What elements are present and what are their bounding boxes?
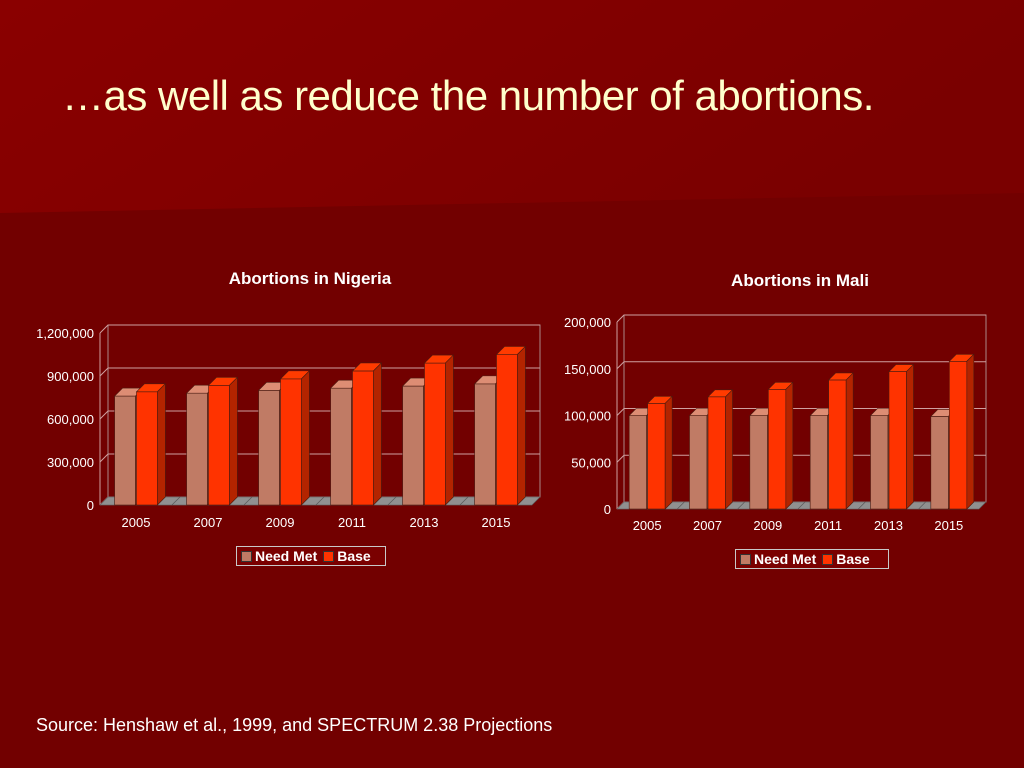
bar-front — [707, 396, 726, 510]
legend-item-need-met: Need Met — [241, 548, 317, 564]
bar-front — [930, 416, 949, 510]
x-tick-label: 2013 — [410, 515, 439, 530]
base-swatch — [822, 553, 834, 565]
x-tick-label: 2005 — [633, 518, 662, 533]
bar-base — [646, 395, 673, 510]
mali-chart-legend: Need Met Base — [735, 549, 889, 569]
y-tick-label: 1,200,000 — [36, 326, 94, 341]
legend-label-base: Base — [337, 548, 371, 564]
x-tick-label: 2013 — [874, 518, 903, 533]
x-tick-label: 2011 — [338, 515, 366, 530]
bar-front — [809, 415, 828, 510]
nigeria-chart-legend: Need Met Base — [236, 546, 386, 566]
x-tick-label: 2011 — [814, 518, 842, 533]
gridline-side — [99, 410, 109, 420]
y-tick-label: 150,000 — [564, 362, 611, 377]
gridline-side — [99, 324, 109, 334]
bar-side — [725, 389, 733, 510]
x-tick-label: 2007 — [194, 515, 223, 530]
bar-side — [906, 363, 914, 510]
mali-chart-title: Abortions in Mali — [731, 271, 869, 290]
gridline-side — [616, 454, 625, 463]
legend-label-need-met: Need Met — [255, 548, 318, 564]
gridline-side — [99, 453, 109, 463]
gridline-side — [616, 314, 625, 323]
bar-base — [423, 354, 455, 506]
bar-front — [749, 415, 768, 510]
bar-front — [888, 371, 907, 510]
bar-front — [628, 415, 647, 510]
bar-side — [301, 370, 310, 506]
legend-item-base: Base — [323, 548, 371, 564]
bar-base — [767, 381, 794, 510]
bar-side — [229, 376, 238, 506]
bar-side — [966, 353, 975, 510]
bar-base — [135, 383, 167, 506]
gridline-side — [99, 367, 109, 377]
bar-front — [828, 379, 847, 510]
x-tick-label: 2005 — [122, 515, 151, 530]
bar-side — [157, 383, 166, 506]
source-citation: Source: Henshaw et al., 1999, and SPECTR… — [36, 715, 553, 735]
bar-base — [207, 376, 239, 506]
bar-front — [647, 403, 666, 510]
bar-front — [768, 389, 787, 510]
bar-base — [707, 389, 734, 510]
bar-side — [845, 372, 854, 510]
bar-side — [785, 381, 794, 510]
y-tick-label: 0 — [87, 498, 94, 513]
bar-front — [949, 360, 968, 510]
slide-title: …as well as reduce the number of abortio… — [62, 72, 874, 119]
bar-side — [517, 345, 526, 506]
legend-label-need-met: Need Met — [754, 551, 817, 567]
y-tick-label: 50,000 — [571, 455, 611, 470]
legend-item-need-met: Need Met — [740, 551, 816, 567]
bar-front — [689, 415, 708, 510]
y-tick-label: 100,000 — [564, 409, 611, 424]
bar-front — [870, 415, 889, 510]
x-tick-label: 2007 — [693, 518, 722, 533]
need-met-swatch — [740, 553, 751, 565]
bar-side — [664, 395, 673, 510]
legend-item-base: Base — [822, 551, 870, 567]
y-tick-label: 600,000 — [47, 412, 94, 427]
bar-base — [495, 345, 527, 506]
nigeria-chart-title: Abortions in Nigeria — [228, 269, 392, 288]
bar-base — [948, 353, 975, 510]
gridline-side — [616, 361, 625, 370]
x-tick-label: 2009 — [266, 515, 295, 530]
x-tick-label: 2009 — [753, 518, 782, 533]
bar-side — [445, 354, 454, 506]
y-tick-label: 900,000 — [47, 369, 94, 384]
legend-label-base: Base — [836, 551, 870, 567]
base-swatch — [323, 550, 335, 562]
y-tick-label: 300,000 — [47, 455, 94, 470]
bar-base — [888, 363, 915, 510]
x-tick-label: 2015 — [934, 518, 963, 533]
y-tick-label: 200,000 — [564, 315, 611, 330]
y-tick-label: 0 — [604, 502, 611, 517]
bar-base — [279, 370, 311, 506]
need-met-swatch — [241, 550, 252, 562]
bar-base — [827, 372, 854, 510]
x-tick-label: 2015 — [482, 515, 511, 530]
gridline-side — [616, 408, 625, 416]
bar-side — [373, 362, 382, 506]
bar-base — [351, 362, 383, 506]
